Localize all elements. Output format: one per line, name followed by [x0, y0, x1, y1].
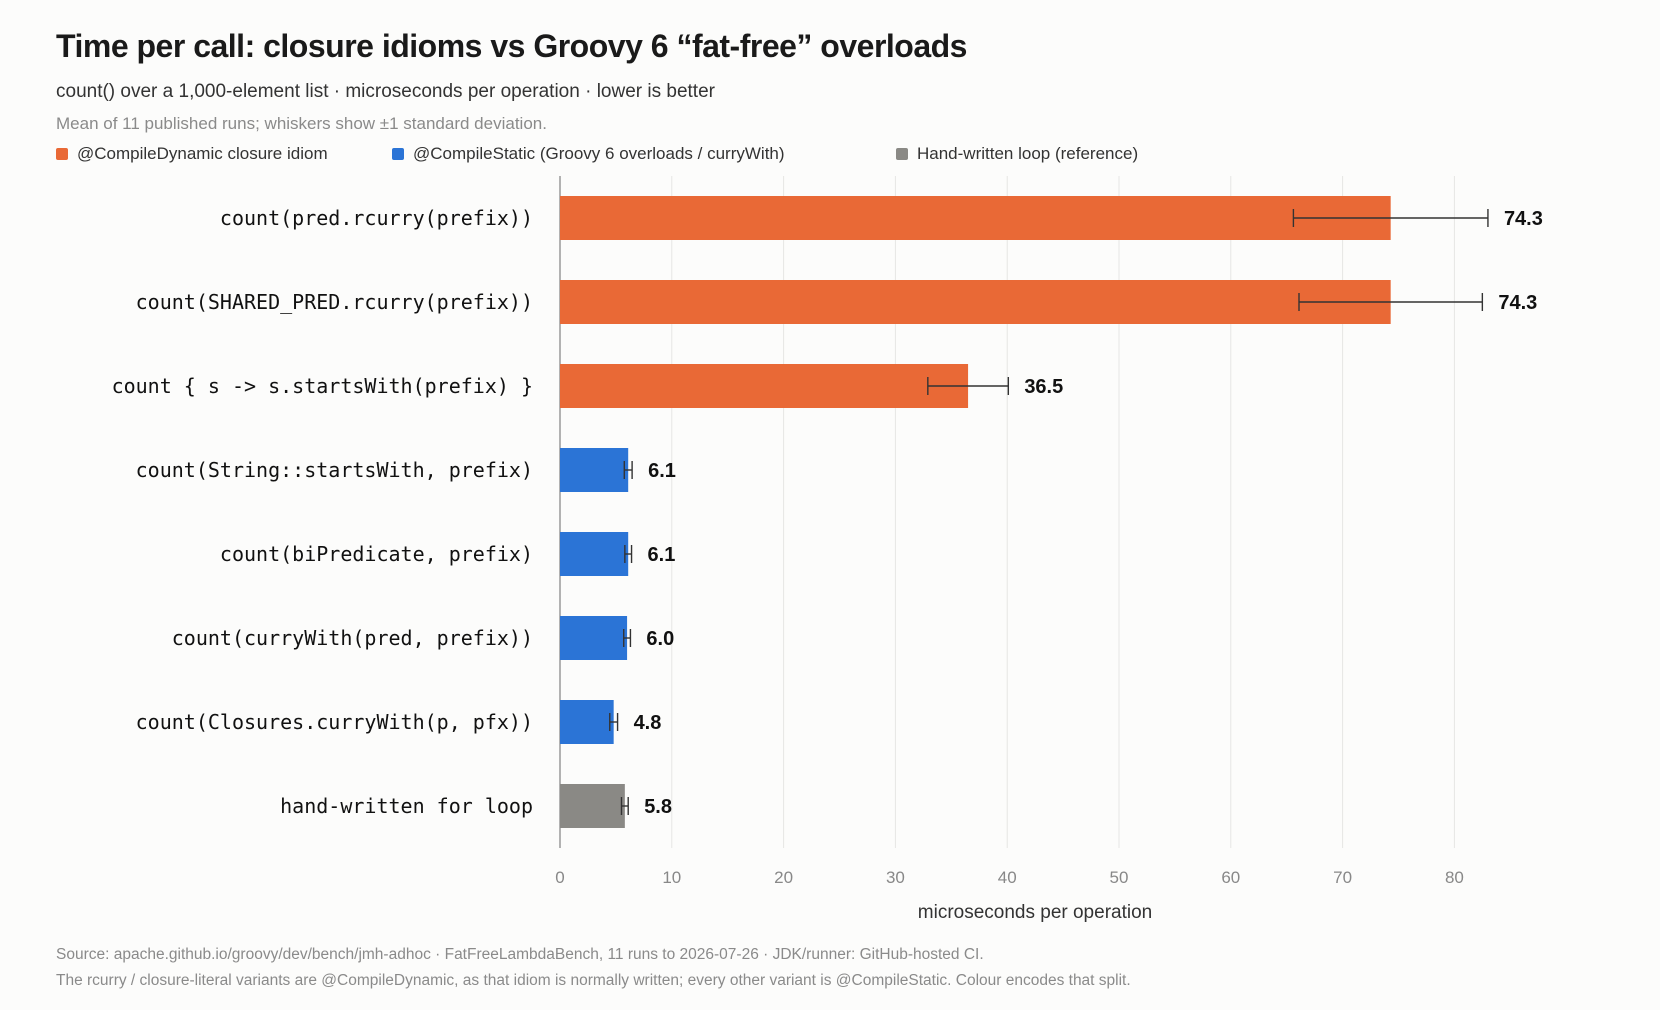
legend-item-hand-loop: Hand-written loop (reference) [896, 144, 1138, 164]
category-label: hand-written for loop [280, 794, 533, 818]
value-label: 74.3 [1498, 292, 1537, 314]
legend-swatch-compile-dynamic [56, 148, 68, 160]
footer-source: Source: apache.github.io/groovy/dev/benc… [56, 946, 984, 963]
x-tick-label-40: 40 [998, 868, 1017, 887]
bar [560, 364, 969, 408]
category-label: count(Closures.curryWith(p, pfx)) [136, 710, 533, 734]
bar [560, 532, 629, 576]
legend-label-hand-loop: Hand-written loop (reference) [917, 144, 1139, 163]
bar [560, 784, 625, 828]
bar [560, 280, 1391, 324]
legend-item-compile-static: @CompileStatic (Groovy 6 overloads / cur… [392, 144, 785, 164]
x-tick-label-50: 50 [1110, 868, 1129, 887]
x-tick-label-60: 60 [1221, 868, 1240, 887]
legend-item-compile-dynamic: @CompileDynamic closure idiom [56, 144, 328, 164]
x-tick-label-70: 70 [1333, 868, 1352, 887]
footer-explanation: The rcurry / closure-literal variants ar… [56, 972, 1131, 989]
legend-swatch-hand-loop [896, 148, 908, 160]
category-label: count(curryWith(pred, prefix)) [172, 626, 533, 650]
value-label: 6.0 [646, 628, 674, 650]
legend: @CompileDynamic closure idiom @CompileSt… [56, 144, 1616, 168]
category-label: count(SHARED_PRED.rcurry(prefix)) [136, 290, 533, 314]
chart-note: Mean of 11 published runs; whiskers show… [56, 114, 547, 133]
x-tick-label-80: 80 [1445, 868, 1464, 887]
chart-title: Time per call: closure idioms vs Groovy … [56, 28, 967, 64]
category-label: count(pred.rcurry(prefix)) [220, 206, 533, 230]
bar [560, 700, 614, 744]
x-tick-label-30: 30 [886, 868, 905, 887]
legend-label-compile-dynamic: @CompileDynamic closure idiom [77, 144, 328, 163]
x-tick-label-0: 0 [555, 868, 564, 887]
x-tick-label-10: 10 [662, 868, 681, 887]
value-label: 5.8 [644, 796, 672, 818]
value-label: 4.8 [634, 712, 662, 734]
x-tick-label-20: 20 [774, 868, 793, 887]
value-label: 6.1 [648, 460, 676, 482]
legend-label-compile-static: @CompileStatic (Groovy 6 overloads / cur… [413, 144, 785, 163]
chart-subtitle: count() over a 1,000-element list · micr… [56, 81, 715, 102]
value-label: 36.5 [1024, 376, 1063, 398]
bar [560, 616, 628, 660]
bar [560, 196, 1391, 240]
value-label: 74.3 [1504, 208, 1543, 230]
legend-swatch-compile-static [392, 148, 404, 160]
bar [560, 448, 629, 492]
x-axis-title: microseconds per operation [918, 902, 1152, 923]
value-label: 6.1 [648, 544, 676, 566]
category-label: count { s -> s.startsWith(prefix) } [112, 374, 533, 398]
category-label: count(biPredicate, prefix) [220, 542, 533, 566]
category-label: count(String::startsWith, prefix) [136, 458, 533, 482]
